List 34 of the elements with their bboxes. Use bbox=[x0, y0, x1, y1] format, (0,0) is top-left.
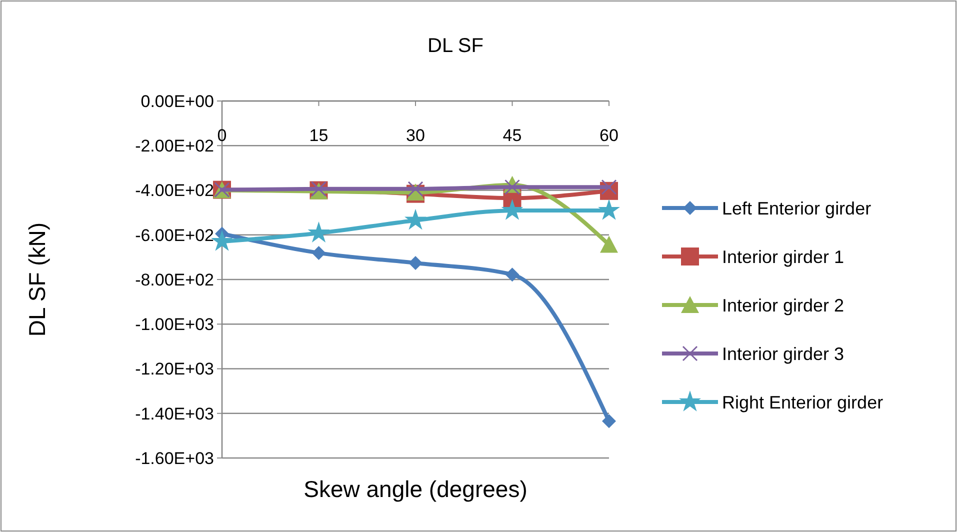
y-tick-label: -2.00E+02 bbox=[135, 136, 214, 156]
y-tick-label: -1.20E+03 bbox=[135, 360, 214, 379]
point bbox=[600, 236, 618, 253]
x-axis-title: Skew angle (degrees) bbox=[304, 476, 528, 502]
point bbox=[601, 179, 617, 195]
point bbox=[404, 208, 426, 230]
x-tick-label: 0 bbox=[217, 126, 227, 145]
point bbox=[308, 222, 330, 242]
y-tick-label: -6.00E+02 bbox=[135, 226, 214, 245]
x-tick-label: 15 bbox=[309, 126, 328, 145]
point bbox=[408, 181, 424, 197]
point bbox=[505, 268, 520, 282]
legend-label: Interior girder 1 bbox=[722, 246, 844, 267]
point bbox=[602, 414, 616, 428]
legend-label: Interior girder 3 bbox=[722, 344, 844, 364]
y-axis-title: DL SF (kN) bbox=[24, 222, 50, 337]
chart-title: DL SF bbox=[428, 35, 484, 57]
y-tick-label: -1.40E+03 bbox=[135, 404, 214, 424]
x-tick-label: 45 bbox=[502, 126, 522, 145]
point bbox=[501, 198, 524, 220]
point bbox=[504, 179, 520, 195]
y-tick-label: -4.00E+02 bbox=[135, 181, 214, 200]
legend-label: Left Enterior girder bbox=[722, 198, 872, 218]
legend-label: Right Enterior girder bbox=[722, 392, 884, 412]
legend-label: Interior girder 2 bbox=[722, 295, 844, 316]
y-tick-label: -1.60E+03 bbox=[135, 448, 214, 468]
y-tick-label: -1.00E+03 bbox=[135, 315, 214, 334]
point bbox=[312, 246, 326, 260]
y-tick-label: 0.00E+00 bbox=[140, 92, 214, 111]
point bbox=[598, 198, 620, 220]
y-tick-label: -8.00E+02 bbox=[135, 270, 214, 290]
point bbox=[408, 256, 422, 270]
x-tick-label: 30 bbox=[406, 126, 425, 145]
x-tick-label: 60 bbox=[600, 126, 618, 145]
